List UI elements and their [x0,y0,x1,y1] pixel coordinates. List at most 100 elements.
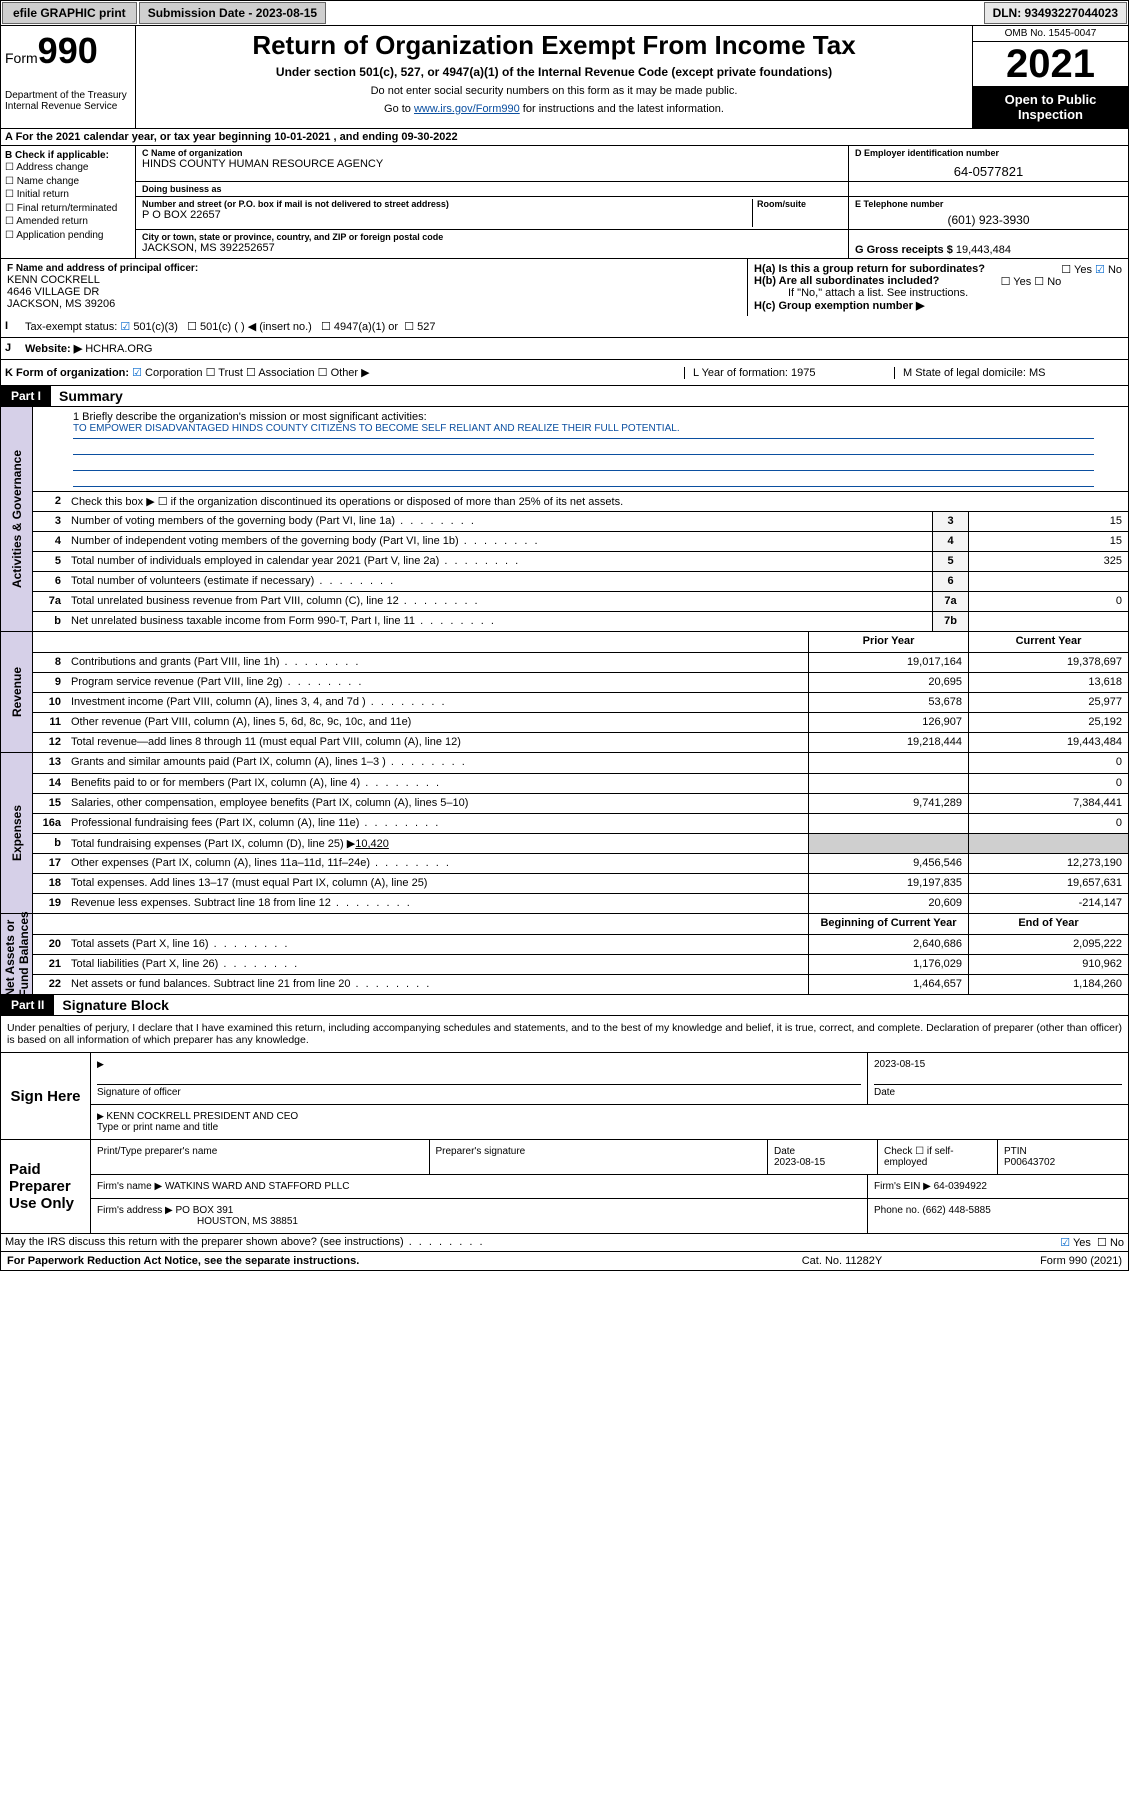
header-right: OMB No. 1545-0047 2021 Open to Public In… [973,26,1128,128]
row-a-text: A For the 2021 calendar year, or tax yea… [5,131,458,143]
current-year-hdr: Current Year [968,632,1128,652]
ha-yes[interactable]: Yes [1061,264,1092,276]
f-label: F Name and address of principal officer: [7,263,741,274]
l16b-val: 10,420 [355,838,389,850]
h-c-text: H(c) Group exemption number ▶ [754,300,924,312]
section-expenses: Expenses 13Grants and similar amounts pa… [0,753,1129,914]
form-subtitle: Under section 501(c), 527, or 4947(a)(1)… [142,65,966,79]
line-13: 13Grants and similar amounts paid (Part … [33,753,1128,773]
line-19: 19Revenue less expenses. Subtract line 1… [33,893,1128,913]
firm-addr-label: Firm's address ▶ [97,1205,173,1216]
part2-title: Signature Block [54,995,177,1015]
addr-value: P O BOX 22657 [142,209,752,221]
i-body: Tax-exempt status: 501(c)(3) 501(c) ( ) … [21,316,1128,337]
d-ein-label: D Employer identification number [855,148,1122,158]
l2-text: Check this box ▶ ☐ if the organization d… [67,492,1128,511]
l14-text: Benefits paid to or for members (Part IX… [67,774,808,793]
chk-527[interactable]: 527 [404,321,435,333]
chk-501c[interactable]: 501(c) ( ) ◀ (insert no.) [187,321,312,333]
chk-address-change[interactable]: Address change [5,161,131,175]
submission-date: Submission Date - 2023-08-15 [139,2,326,24]
k-title: K Form of organization: [5,367,129,379]
mission-q: 1 Briefly describe the organization's mi… [73,411,1094,423]
footer: For Paperwork Reduction Act Notice, see … [0,1252,1129,1271]
box-c-name: C Name of organization HINDS COUNTY HUMA… [136,146,1128,182]
irs-link[interactable]: www.irs.gov/Form990 [414,103,520,115]
chk-final-return[interactable]: Final return/terminated [5,202,131,216]
end-year-hdr: End of Year [968,914,1128,934]
city-value: JACKSON, MS 392252657 [142,242,842,254]
rev-body: Prior YearCurrent Year 8Contributions an… [33,632,1128,752]
h-b-note: If "No," attach a list. See instructions… [754,287,1122,299]
column-c-through-g: C Name of organization HINDS COUNTY HUMA… [136,146,1128,258]
l18-text: Total expenses. Add lines 13–17 (must eq… [67,874,808,893]
beg-year-hdr: Beginning of Current Year [808,914,968,934]
discuss-no[interactable]: No [1097,1236,1124,1249]
j-title: Website: ▶ [25,343,82,355]
chk-application-pending[interactable]: Application pending [5,229,131,243]
sig-officer-field[interactable] [97,1059,861,1085]
column-b-checkboxes: B Check if applicable: Address change Na… [1,146,136,258]
l17-prior: 9,456,546 [808,854,968,873]
l15-prior: 9,741,289 [808,794,968,813]
vlabel-governance: Activities & Governance [1,407,33,631]
l6-text: Total number of volunteers (estimate if … [67,572,932,591]
pp-self-employed[interactable]: Check ☐ if self-employed [878,1140,998,1174]
row-i: I Tax-exempt status: 501(c)(3) 501(c) ( … [0,316,1129,338]
chk-amended-return[interactable]: Amended return [5,215,131,229]
hb-yes[interactable]: Yes [1001,276,1032,288]
line-6: 6Total number of volunteers (estimate if… [33,571,1128,591]
l21-text: Total liabilities (Part X, line 26) [67,955,808,974]
part2-bar: Part II Signature Block [0,995,1129,1016]
l18-curr: 19,657,631 [968,874,1128,893]
ha-no[interactable]: No [1095,264,1122,276]
chk-501c3[interactable]: 501(c)(3) [120,321,178,333]
omb-number: OMB No. 1545-0047 [973,26,1128,42]
line-7a: 7aTotal unrelated business revenue from … [33,591,1128,611]
ptin-label: PTIN [1004,1146,1122,1157]
chk-name-change[interactable]: Name change [5,175,131,189]
discuss-yes[interactable]: Yes [1060,1236,1091,1249]
box-f: F Name and address of principal officer:… [1,259,748,316]
note-goto: Go to www.irs.gov/Form990 for instructio… [142,103,966,115]
chk-4947[interactable]: 4947(a)(1) or [321,321,398,333]
line-2: 2Check this box ▶ ☐ if the organization … [33,491,1128,511]
chk-trust[interactable]: Trust [206,367,243,379]
efile-print-button[interactable]: efile GRAPHIC print [2,2,137,24]
phone-value: (601) 923-3930 [855,209,1122,227]
chk-initial-return[interactable]: Initial return [5,188,131,202]
l4-val: 15 [968,532,1128,551]
l16a-text: Professional fundraising fees (Part IX, … [67,814,808,833]
hb-no[interactable]: No [1034,276,1061,288]
i-title: Tax-exempt status: [25,321,117,333]
room-label: Room/suite [757,199,842,209]
chk-association[interactable]: Association [246,367,315,379]
form-number: Form990 [5,30,131,72]
l6-val [968,572,1128,591]
line-12: 12Total revenue—add lines 8 through 11 (… [33,732,1128,752]
section-revenue: Revenue Prior YearCurrent Year 8Contribu… [0,632,1129,753]
l12-curr: 19,443,484 [968,733,1128,752]
l20-beg: 2,640,686 [808,935,968,954]
chk-corporation[interactable]: Corporation [132,367,202,379]
b-heading: B Check if applicable: [5,150,109,161]
l14-prior [808,774,968,793]
j-body: Website: ▶ HCHRA.ORG [21,338,1128,359]
box-city: City or town, state or province, country… [136,230,1128,258]
l19-curr: -214,147 [968,894,1128,913]
l10-prior: 53,678 [808,693,968,712]
l20-text: Total assets (Part X, line 16) [67,935,808,954]
header-left: Form990 Department of the Treasury Inter… [1,26,136,128]
chk-other[interactable]: Other ▶ [318,367,370,379]
l22-text: Net assets or fund balances. Subtract li… [67,975,808,994]
l22-beg: 1,464,657 [808,975,968,994]
officer-name: KENN COCKRELL [7,274,741,286]
row-k: K Form of organization: Corporation Trus… [0,360,1129,386]
h-a: H(a) Is this a group return for subordin… [754,263,1122,275]
org-name: HINDS COUNTY HUMAN RESOURCE AGENCY [142,158,842,170]
l8-curr: 19,378,697 [968,653,1128,672]
l16b-pre: Total fundraising expenses (Part IX, col… [71,838,355,850]
l17-text: Other expenses (Part IX, column (A), lin… [67,854,808,873]
note2-pre: Go to [384,103,414,115]
exp-body: 13Grants and similar amounts paid (Part … [33,753,1128,913]
